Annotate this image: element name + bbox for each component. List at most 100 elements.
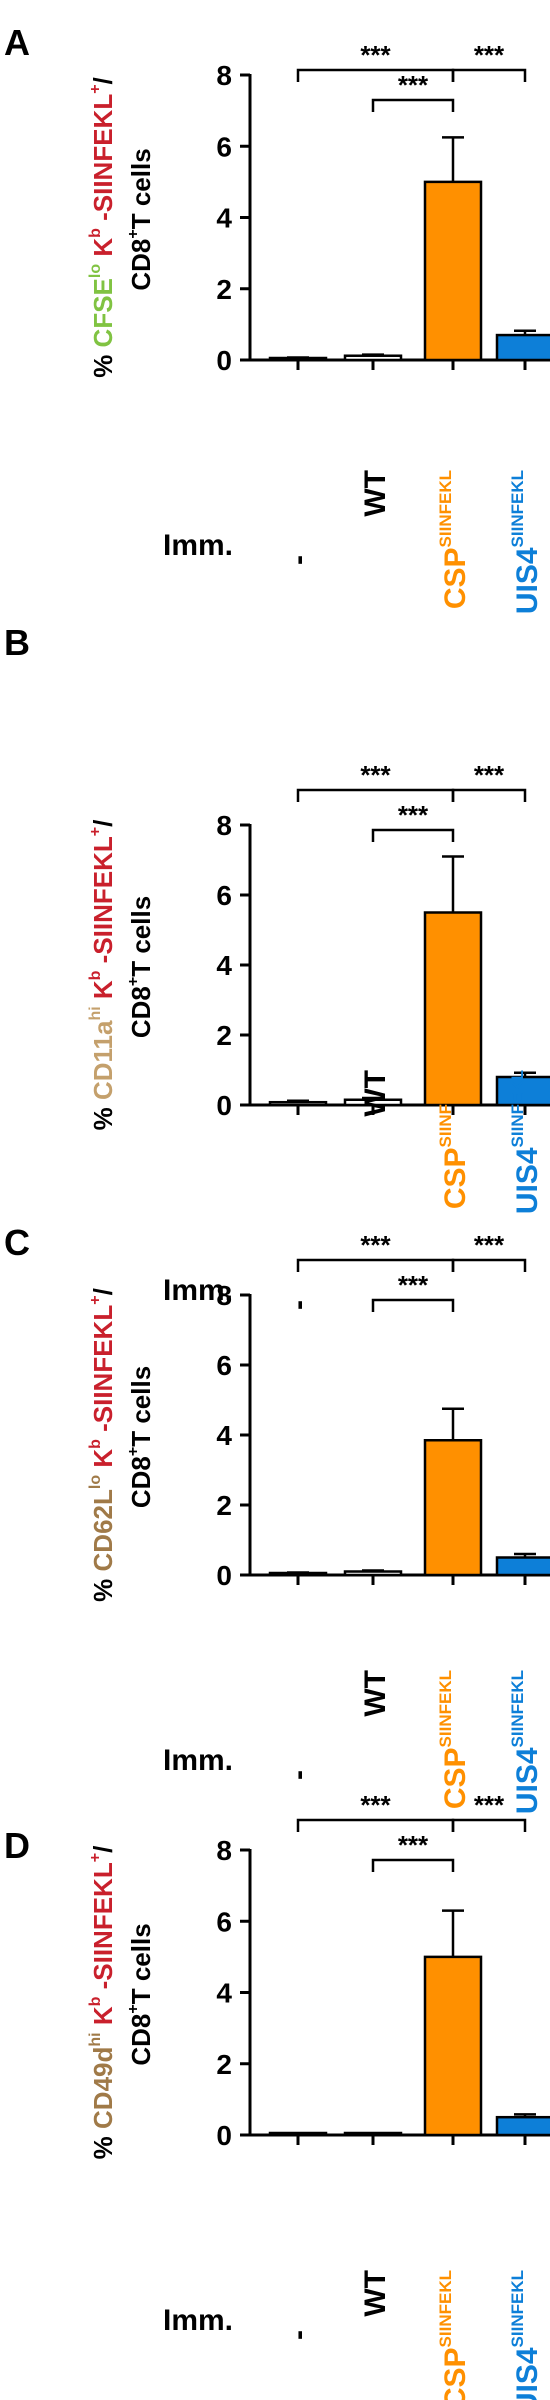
x-category-label: UIS4SIINFEKL (508, 470, 544, 614)
significance-bracket (371, 98, 455, 112)
x-category-label: - (282, 555, 315, 565)
significance-label: *** (398, 800, 429, 830)
category-main: CSP (439, 1747, 472, 1809)
kb-sup: b (87, 970, 104, 980)
marker-name: CD62L (88, 1489, 118, 1571)
tcells-text: T cells (126, 896, 156, 977)
significance-label: *** (474, 1790, 505, 1820)
y-tick-label: 0 (216, 1090, 232, 1121)
panel-letter: B (4, 622, 30, 663)
cd8-sup: + (125, 229, 142, 238)
y-tick-label: 6 (216, 131, 232, 162)
category-sup: SIINFEKL (436, 470, 455, 547)
plus-sup: + (87, 1295, 104, 1304)
x-category-label: CSPSIINFEKL (436, 2270, 472, 2400)
bar (423, 180, 483, 362)
y-tick-label: 4 (216, 203, 232, 234)
imm-label: Imm. (163, 1274, 233, 1307)
significance-label: *** (360, 760, 391, 790)
significance-label: *** (360, 1230, 391, 1260)
category-sup: SIINFEKL (436, 1670, 455, 1747)
y-tick-label: 0 (216, 345, 232, 376)
category-main: - (282, 555, 315, 565)
significance-bracket (296, 1258, 455, 1272)
kb-text: K (88, 238, 118, 264)
marker-sup: lo (87, 1475, 104, 1489)
category-main: UIS4 (511, 1747, 544, 1814)
plus-sup: + (87, 827, 104, 836)
category-main: CSP (439, 547, 472, 609)
x-category-label: WT (359, 1070, 392, 1117)
kb-text: K (88, 1449, 118, 1475)
x-category-label: WT (359, 2270, 392, 2317)
category-sup: SIINFEKL (508, 470, 527, 547)
y-axis-label-line2: CD8+T cells (125, 1923, 156, 2065)
y-axis-label-line2: CD8+T cells (125, 896, 156, 1038)
category-main: - (282, 1770, 315, 1780)
plus-sup: + (87, 1853, 104, 1862)
category-sup: SIINFEKL (436, 1070, 455, 1147)
panel-letter: A (4, 22, 30, 63)
y-tick-label: 2 (216, 2049, 232, 2080)
panel-letter: D (4, 1825, 30, 1866)
category-main: WT (359, 2270, 392, 2317)
category-main: WT (359, 1070, 392, 1117)
y-tick-label: 6 (216, 880, 232, 911)
x-category-label: - (282, 1300, 315, 1310)
slash: / (88, 77, 118, 84)
significance-label: *** (398, 1830, 429, 1860)
percent-sign: % (88, 1571, 118, 1601)
bar (495, 2115, 550, 2137)
significance-bracket (371, 828, 455, 842)
kb-sup: b (87, 228, 104, 238)
y-axis-label-line1: % CD49dhi Kb -SIINFEKL+/ (87, 1846, 118, 2160)
x-category-label: UIS4SIINFEKL (508, 1670, 544, 1814)
category-main: UIS4 (511, 547, 544, 614)
y-tick-label: 0 (216, 1560, 232, 1591)
bar (343, 354, 403, 362)
y-tick-label: 4 (216, 1978, 232, 2009)
kb-text: K (88, 2006, 118, 2032)
category-main: - (282, 2330, 315, 2340)
siinfekl-text: -SIINFEKL (88, 1305, 118, 1439)
significance-bracket (451, 788, 527, 802)
y-tick-label: 0 (216, 2120, 232, 2151)
x-category-label: UIS4SIINFEKL (508, 2270, 544, 2400)
significance-bracket (296, 788, 455, 802)
y-tick-label: 2 (216, 274, 232, 305)
bar (268, 1100, 328, 1107)
bar (495, 333, 550, 362)
category-main: CSP (439, 1147, 472, 1209)
tcells-text: T cells (126, 1366, 156, 1447)
y-tick-label: 4 (216, 1420, 232, 1451)
panel-letter: C (4, 1222, 30, 1263)
y-axis-label-line1: % CD62Llo Kb -SIINFEKL+/ (87, 1288, 118, 1602)
category-main: UIS4 (511, 1147, 544, 1214)
bar (343, 1570, 403, 1577)
y-tick-label: 4 (216, 950, 232, 981)
slash: / (88, 1288, 118, 1295)
marker-sup: lo (87, 264, 104, 278)
significance-label: *** (398, 70, 429, 100)
y-tick-label: 8 (216, 810, 232, 841)
x-category-label: - (282, 2330, 315, 2340)
y-axis-label-line1: % CD11ahi Kb -SIINFEKL+/ (87, 820, 118, 1131)
significance-bracket (451, 68, 527, 82)
imm-label: Imm. (163, 529, 233, 562)
bar (423, 911, 483, 1107)
significance-label: *** (474, 760, 505, 790)
x-category-label: - (282, 1770, 315, 1780)
imm-label: Imm. (163, 2304, 233, 2337)
cd8-text: CD8 (126, 1456, 156, 1508)
category-sup: SIINFEKL (508, 1670, 527, 1747)
y-tick-label: 2 (216, 1020, 232, 1051)
cd8-text: CD8 (126, 2014, 156, 2066)
significance-bracket (296, 1818, 455, 1832)
cd8-text: CD8 (126, 986, 156, 1038)
plus-sup: + (87, 84, 104, 93)
y-tick-label: 6 (216, 1906, 232, 1937)
tcells-text: T cells (126, 1923, 156, 2004)
